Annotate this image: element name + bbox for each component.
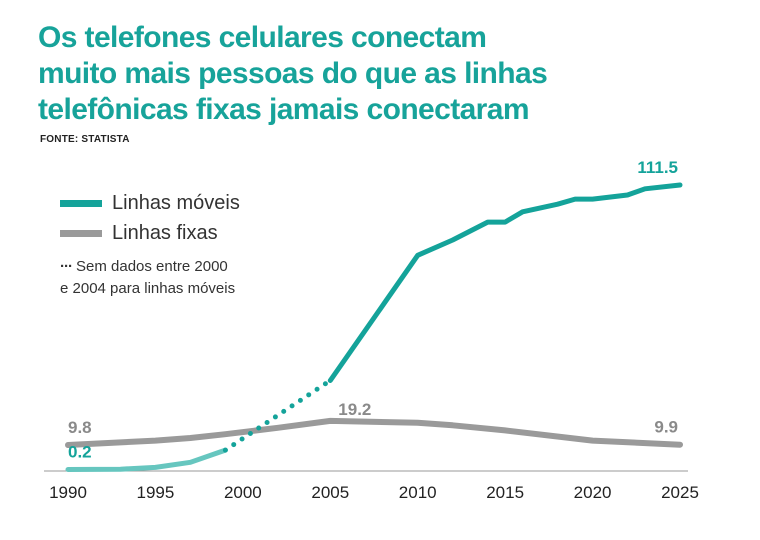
series-line-mobile-early [65, 447, 228, 472]
title-line-3: telefônicas fixas jamais conectaram [38, 93, 530, 126]
note-line-1: Sem dados entre 2000 [76, 258, 228, 275]
data-label: 9.9 [654, 418, 678, 437]
data-label: 0.2 [68, 442, 92, 461]
x-tick-label: 2015 [486, 483, 524, 502]
x-tick-label: 1995 [137, 483, 175, 502]
legend-label-fixed: Linhas fixas [112, 221, 218, 244]
x-tick-label: 2005 [311, 483, 349, 502]
source-label: FONTE: STATISTA [40, 134, 130, 145]
x-tick-label: 2020 [574, 483, 612, 502]
legend-item-mobile: Linhas móveis [60, 188, 240, 218]
note-line-2: e 2004 para linhas móveis [60, 280, 236, 297]
dotted-line-icon: ··· [60, 258, 73, 275]
legend-swatch-mobile [60, 199, 102, 207]
legend-note: ··· Sem dados entre 2000 e 2004 para linh… [60, 256, 240, 300]
series-line-mobile-no-data [222, 378, 333, 453]
legend-label-mobile: Linhas móveis [112, 191, 240, 214]
title-line-1: Os telefones celulares conectam [38, 21, 487, 54]
data-label: 19.2 [338, 400, 371, 419]
legend-swatch-fixed [60, 229, 102, 237]
chart-title: Os telefones celulares conectam muito ma… [38, 20, 548, 128]
title-line-2: muito mais pessoas do que as linhas [38, 57, 548, 90]
legend: Linhas móveis Linhas fixas ··· Sem dados … [60, 188, 240, 300]
x-tick-label: 2010 [399, 483, 437, 502]
x-tick-label: 2000 [224, 483, 262, 502]
series-line-mobile [327, 182, 683, 383]
data-label: 111.5 [637, 158, 678, 177]
data-label: 9.8 [68, 418, 92, 437]
legend-item-fixed: Linhas fixas [60, 218, 240, 248]
x-tick-label: 2025 [661, 483, 699, 502]
x-tick-label: 1990 [49, 483, 87, 502]
series-line-fixed [65, 417, 683, 448]
